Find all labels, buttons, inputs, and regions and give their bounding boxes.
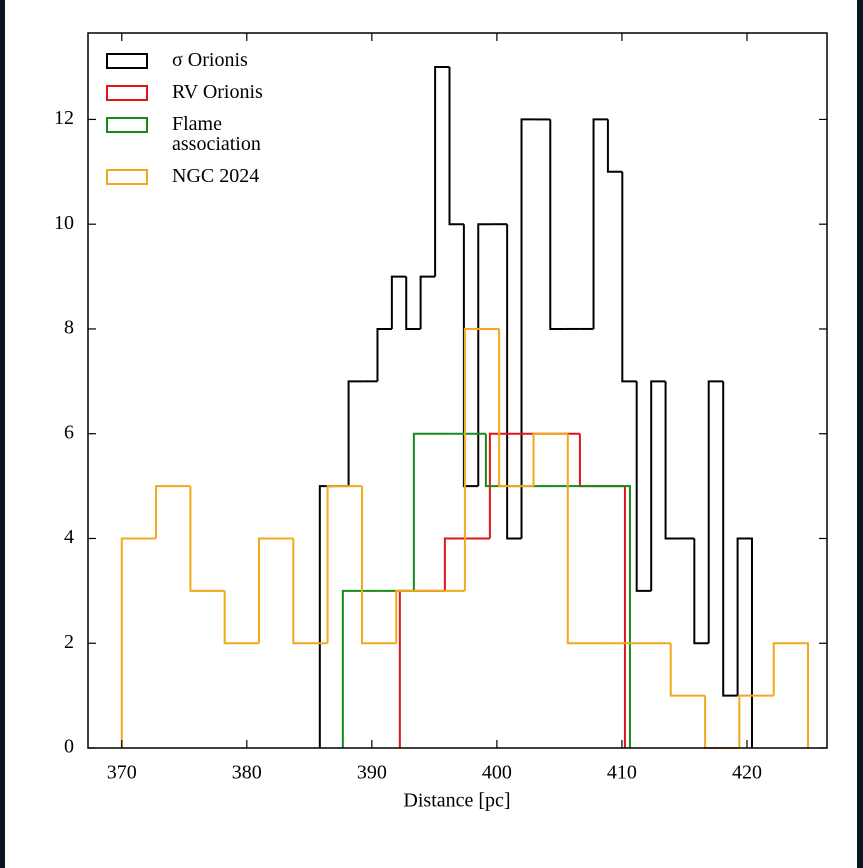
histogram-step xyxy=(258,537,294,644)
histogram-step xyxy=(592,118,608,329)
histogram-step xyxy=(635,381,652,592)
x-tick-label: 380 xyxy=(232,762,262,784)
histogram-step xyxy=(347,380,364,487)
x-tick-label: 390 xyxy=(357,762,387,784)
histogram-step xyxy=(326,485,362,644)
y-tick-label: 12 xyxy=(54,107,74,129)
histogram-step xyxy=(376,327,392,382)
histogram-step xyxy=(693,538,709,645)
histogram-step xyxy=(419,275,436,329)
histogram-step xyxy=(669,643,706,697)
legend: σ Orionis RV Orionis Flame association NGC … xyxy=(106,50,297,198)
histogram-step xyxy=(593,485,631,748)
y-tick-label: 6 xyxy=(64,421,74,443)
y-tick-label: 2 xyxy=(64,631,74,653)
histogram-step xyxy=(395,589,431,644)
legend-patch xyxy=(106,117,148,133)
histogram-step xyxy=(434,66,450,277)
legend-entry: RV Orionis xyxy=(106,82,297,102)
histogram-step xyxy=(443,537,468,591)
legend-patch xyxy=(106,85,148,101)
histogram-step xyxy=(606,119,623,173)
x-tick-label: 420 xyxy=(732,762,762,784)
histogram-step xyxy=(664,381,680,540)
histogram-step xyxy=(189,486,225,592)
histogram-step xyxy=(532,432,568,487)
legend-patch xyxy=(106,53,148,69)
x-tick-label: 370 xyxy=(107,762,137,784)
histogram-step xyxy=(707,380,724,644)
histogram-step xyxy=(566,433,603,645)
legend-label: σ Orionis xyxy=(172,49,248,71)
histogram-step xyxy=(520,118,536,539)
histogram-step xyxy=(448,67,464,226)
histogram-step xyxy=(477,223,493,487)
legend-label: NGC 2024 xyxy=(172,165,260,187)
legend-entry: σ Orionis xyxy=(106,50,297,70)
legend-entry: NGC 2024 xyxy=(106,166,297,186)
y-tick-label: 10 xyxy=(54,212,74,234)
histogram-step xyxy=(360,486,397,645)
histogram-step xyxy=(736,537,753,748)
x-tick-label: 410 xyxy=(607,762,637,784)
histogram-step xyxy=(722,381,738,697)
histogram-step xyxy=(738,694,774,748)
legend-label: Flame association xyxy=(172,113,261,155)
histogram-step xyxy=(772,642,809,748)
x-axis-label: Distance [pc] xyxy=(403,790,510,812)
histogram-step xyxy=(120,537,157,748)
histogram-step xyxy=(292,538,328,645)
y-tick-label: 8 xyxy=(64,317,74,339)
histogram-step xyxy=(498,328,534,488)
plot-frame xyxy=(87,32,828,749)
histogram-step xyxy=(390,275,407,329)
histogram-step xyxy=(462,224,479,488)
histogram-step xyxy=(412,432,450,591)
histogram-step xyxy=(506,224,522,540)
histogram-step xyxy=(341,589,379,748)
y-tick-label: 4 xyxy=(64,526,74,548)
histogram-step xyxy=(223,590,260,645)
legend-label: RV Orionis xyxy=(172,81,263,103)
y-tick-label: 0 xyxy=(64,736,74,758)
histogram-step xyxy=(621,171,637,383)
histogram-step xyxy=(650,380,666,591)
histogram-step xyxy=(405,276,421,330)
histogram-step xyxy=(155,485,191,539)
legend-patch xyxy=(106,169,148,185)
x-tick-label: 400 xyxy=(482,762,512,784)
histogram-step xyxy=(549,119,565,330)
histogram-step xyxy=(463,327,500,591)
legend-entry: Flame association xyxy=(106,114,297,154)
histogram-step xyxy=(488,432,513,539)
